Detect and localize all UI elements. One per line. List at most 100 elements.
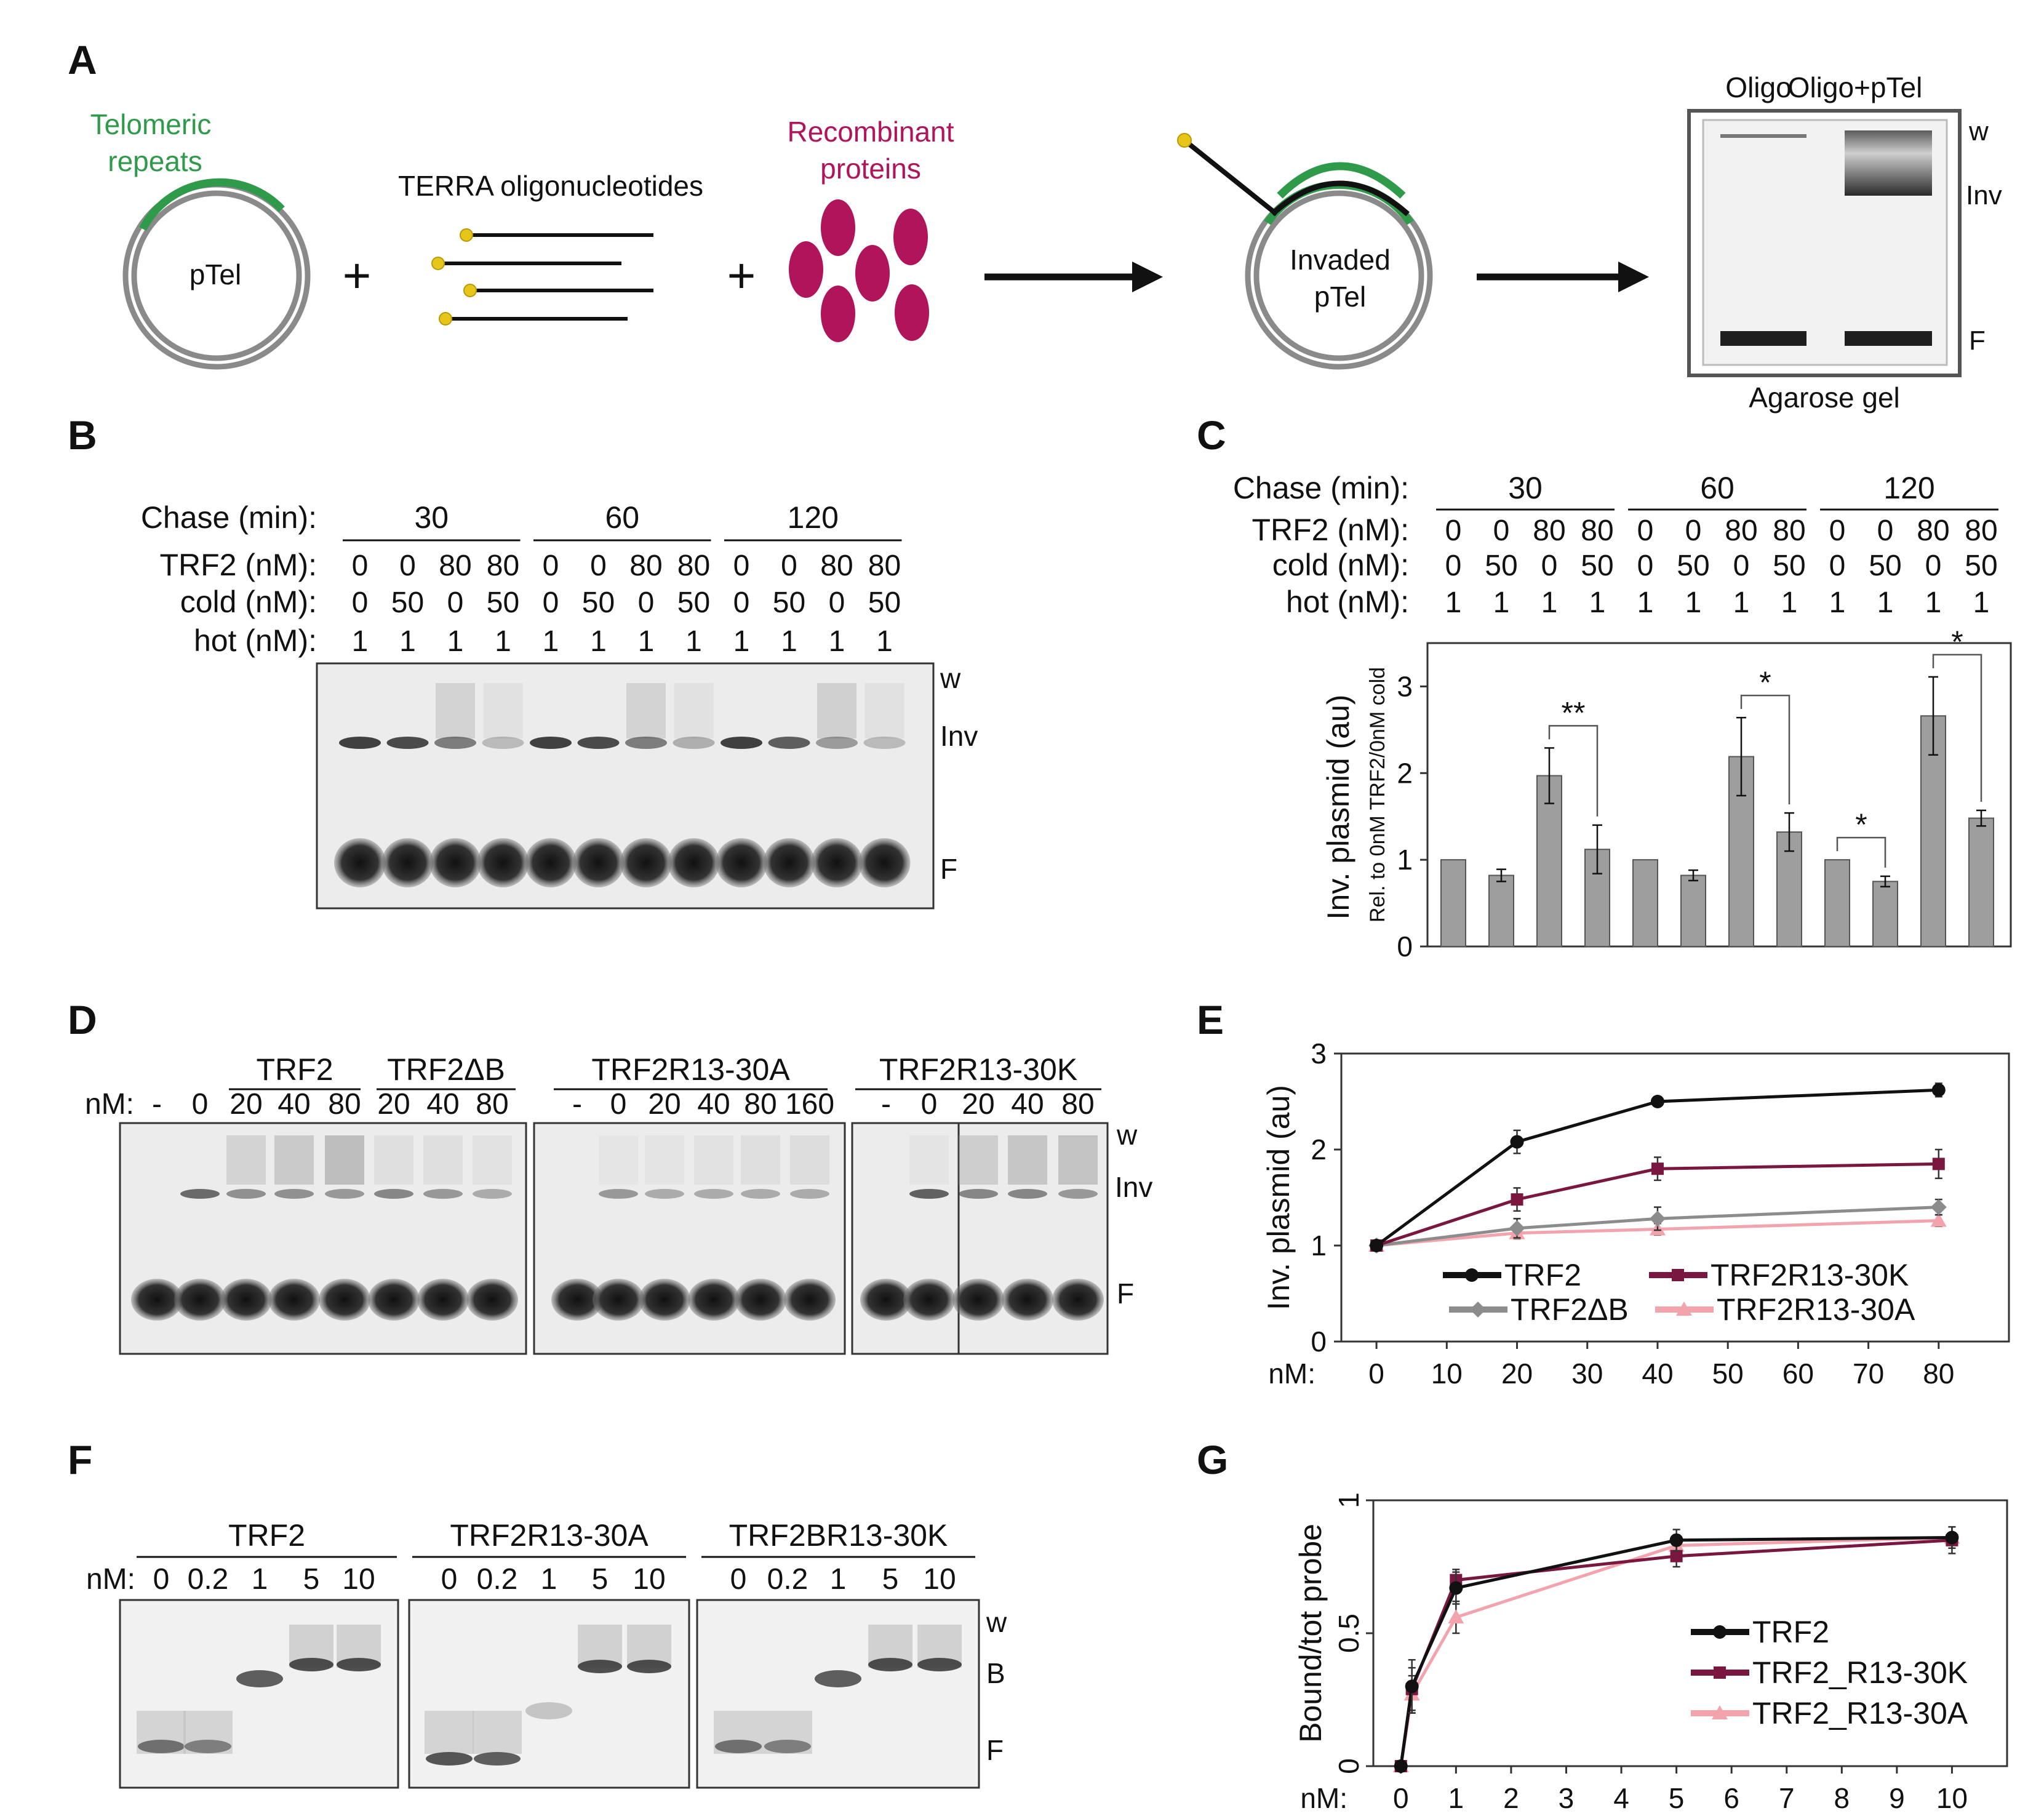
gel-box	[696, 1599, 980, 1789]
hot-lane-value: 1	[447, 625, 464, 658]
lane-concentration: 20	[962, 1088, 994, 1121]
x-tick-label: 10	[1431, 1358, 1463, 1390]
data-point	[1931, 1083, 1946, 1097]
free-band	[952, 1279, 1004, 1321]
legend-label: TRF2R13-30A	[1717, 1292, 1915, 1327]
data-point	[1714, 1666, 1726, 1679]
free-band	[688, 1279, 740, 1321]
inv-band	[577, 737, 620, 749]
hot-lane-value: 1	[829, 625, 845, 658]
legend-label: TRF2_R13-30A	[1752, 1696, 1968, 1730]
row-label: hot (nM):	[194, 623, 317, 658]
series-line	[1376, 1218, 1939, 1247]
cold-lane-value: 50	[1965, 550, 1997, 582]
lane-concentration: 10	[923, 1563, 956, 1596]
lane-concentration: 160	[785, 1088, 834, 1121]
trf2-lane-value: 80	[629, 550, 662, 582]
significance-mark: *	[1759, 665, 1771, 700]
gel-smear	[741, 1135, 780, 1185]
gel-smear	[674, 683, 714, 738]
inv-band	[959, 1189, 998, 1199]
bound-band	[868, 1658, 912, 1671]
series-line	[1399, 1535, 1952, 1767]
panel-letter-g: G	[1197, 1437, 1228, 1482]
panel-c: C Chase (min): TRF2 (nM):cold (nM):hot (n…	[1197, 412, 2012, 962]
panel-b-header: Chase (min): TRF2 (nM):cold (nM): hot (nM)…	[141, 500, 902, 658]
gel-w-label: w	[1968, 116, 1989, 146]
lane-concentration: 20	[230, 1088, 262, 1121]
panel-b: B Chase (min): TRF2 (nM):cold (nM): hot (n…	[68, 412, 978, 910]
group-label: TRF2	[228, 1518, 305, 1553]
band-label-w: w	[986, 1606, 1007, 1638]
lane-concentration: 10	[342, 1563, 375, 1596]
hot-lane-value: 1	[1493, 586, 1510, 619]
gel-caption: Agarose gel	[1749, 382, 1900, 414]
free-band	[593, 1279, 644, 1321]
gel-smear	[473, 1711, 522, 1754]
chase-group-label: 30	[1508, 471, 1543, 505]
data-point	[1651, 1162, 1664, 1175]
free-band	[763, 838, 815, 887]
x-tick-label: 70	[1853, 1358, 1884, 1390]
band-label-inv: Inv	[940, 720, 978, 752]
y-tick-label: 1	[1311, 1230, 1327, 1262]
x-tick-label: 50	[1712, 1358, 1744, 1390]
data-point	[1670, 1550, 1683, 1562]
data-point	[1394, 1759, 1408, 1773]
trf2-lane-value: 0	[543, 550, 559, 582]
gel-smear	[1058, 1135, 1098, 1185]
gel-smear	[436, 683, 475, 738]
gel-smear	[423, 1135, 463, 1185]
trf2-lane-value: 0	[1493, 514, 1510, 547]
recombinant-label-2: proteins	[820, 153, 921, 185]
hot-lane-value: 1	[1589, 586, 1606, 619]
gel-invaded-smear	[1845, 130, 1932, 196]
lane-concentration: 40	[426, 1088, 459, 1121]
inv-band	[386, 737, 429, 749]
cold-lane-value: 50	[1581, 550, 1613, 582]
trf2-lane-value: 0	[733, 550, 750, 582]
free-band	[764, 1740, 811, 1753]
hot-lane-value: 1	[399, 625, 416, 658]
cold-lane-value: 0	[447, 586, 464, 619]
y-tick-label: 1	[1397, 844, 1413, 876]
trf2-lane-value: 0	[1829, 514, 1846, 547]
data-point	[1511, 1193, 1523, 1206]
lane-concentration: 0	[441, 1563, 458, 1596]
lane-concentration: 0	[730, 1563, 747, 1596]
free-band	[319, 1279, 370, 1321]
panel-letter-c: C	[1197, 412, 1226, 458]
gel-smear	[864, 683, 904, 738]
lane-concentration: 1	[830, 1563, 847, 1596]
free-band	[572, 838, 625, 887]
x-tick-label: 80	[1923, 1358, 1954, 1390]
significance-mark: **	[1562, 695, 1586, 730]
ptel-label: pTel	[190, 258, 241, 290]
x-tick-label: 0	[1393, 1782, 1409, 1814]
telomeric-repeat-arc	[139, 178, 285, 231]
invaded-label-1: Invaded	[1290, 244, 1391, 276]
free-band	[368, 1279, 420, 1321]
cold-lane-value: 0	[733, 586, 750, 619]
legend-label: TRF2ΔB	[1511, 1292, 1629, 1327]
gel-free-band	[1845, 331, 1932, 346]
free-band	[784, 1279, 836, 1321]
ptel-plasmid: pTel	[122, 178, 311, 370]
lane-concentration: 0	[610, 1088, 627, 1121]
inv-band	[473, 1189, 512, 1199]
legend-label: TRF2	[1752, 1615, 1829, 1649]
bar	[1968, 817, 1994, 947]
y-axis-label: Inv. plasmid (au)	[1321, 695, 1355, 920]
x-tick-label: 20	[1501, 1358, 1533, 1390]
row-label: cold (nM):	[180, 585, 317, 619]
bar	[1632, 859, 1658, 947]
inv-band	[863, 737, 906, 749]
data-point	[1650, 1095, 1664, 1108]
cold-lane-value: 50	[1485, 550, 1517, 582]
series-line	[1376, 1162, 1939, 1247]
group-label: TRF2ΔB	[387, 1052, 505, 1087]
free-band	[334, 838, 386, 887]
lane-concentration: 20	[648, 1088, 681, 1121]
cold-lane-value: 50	[677, 586, 710, 619]
